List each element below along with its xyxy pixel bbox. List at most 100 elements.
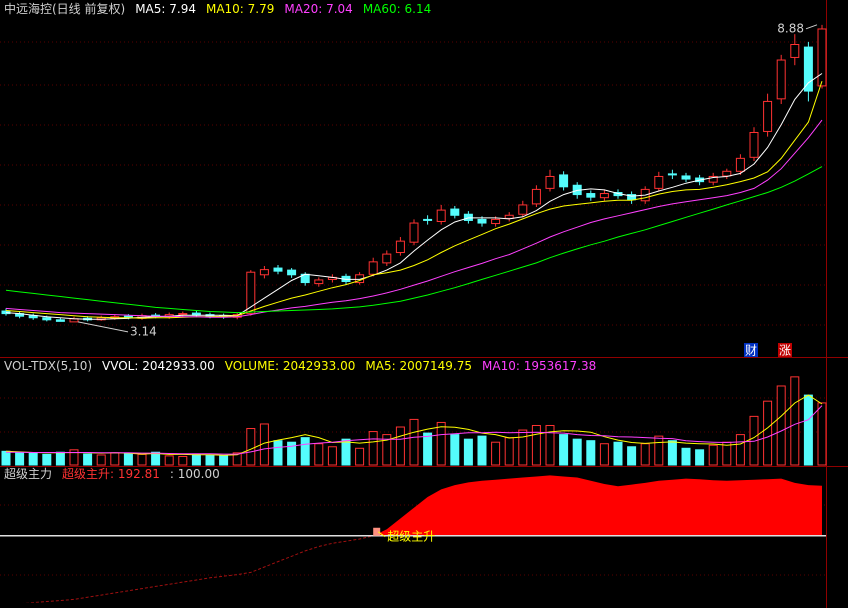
- volume-bar: [817, 402, 827, 466]
- volume-bar: [409, 418, 419, 466]
- low-label: 3.14: [130, 324, 157, 338]
- candle-body: [259, 269, 269, 276]
- ma-line: [5, 81, 823, 319]
- area-fill: [373, 475, 822, 536]
- candle-body: [518, 204, 528, 215]
- volume-bar: [1, 450, 11, 466]
- volume-bar: [708, 444, 718, 466]
- legend-entry: MA10: 1953617.38: [482, 359, 596, 373]
- volume-bar: [572, 438, 582, 466]
- candle-body: [491, 218, 501, 225]
- volume-bar: [96, 454, 106, 466]
- low-pointer: [77, 321, 129, 333]
- candle-body: [178, 313, 188, 316]
- volume-bar: [790, 376, 800, 466]
- volume-ma-line: [5, 394, 823, 456]
- signal-marker: [373, 527, 381, 536]
- candle-body: [450, 208, 460, 216]
- volume-bar: [545, 424, 555, 466]
- panel-title: VOL-TDX(5,10): [4, 359, 92, 373]
- volume-bar: [477, 435, 487, 466]
- high-pointer: [805, 24, 818, 30]
- candle-body: [423, 218, 433, 221]
- candle-body: [55, 319, 65, 322]
- volume-bar: [368, 431, 378, 466]
- legend: 中远海控(日线 前复权) MA5: 7.94 MA10: 7.79 MA20: 7.0…: [4, 1, 431, 16]
- volume-bar: [627, 446, 637, 466]
- volume-bar: [640, 443, 650, 466]
- candle-body: [314, 279, 324, 285]
- volume-bar: [164, 455, 174, 466]
- volume-bar: [735, 434, 745, 466]
- panel-title: 中远海控(日线 前复权): [4, 1, 125, 16]
- candle-body: [817, 28, 827, 87]
- candle-body: [382, 253, 392, 264]
- volume-bar: [232, 452, 242, 466]
- candle-body: [559, 174, 569, 188]
- badge: 涨: [779, 343, 791, 358]
- volume-bar: [219, 455, 229, 466]
- volume-bar: [681, 447, 691, 466]
- volume-bar: [287, 441, 297, 466]
- candle-body: [790, 44, 800, 58]
- candle-body: [681, 175, 691, 180]
- volume-bar: [137, 453, 147, 466]
- volume-bar: [205, 454, 215, 466]
- candle-body: [627, 194, 637, 201]
- candle-body: [667, 173, 677, 176]
- candle-body: [545, 175, 555, 189]
- ma-line: [5, 73, 823, 320]
- volume-bar: [763, 400, 773, 466]
- volume-bar: [151, 451, 161, 466]
- ma-line: [5, 119, 823, 318]
- volume-bar: [504, 437, 514, 466]
- volume-bar: [613, 441, 623, 466]
- candle-body: [368, 261, 378, 275]
- legend-entry: MA20: 7.04: [284, 2, 352, 16]
- panel-title: 超级主力: [4, 466, 52, 481]
- legend-entry: : 100.00: [170, 467, 220, 481]
- volume-bar: [69, 449, 79, 466]
- volume-bar: [300, 437, 310, 466]
- candle-body: [504, 214, 514, 219]
- volume-bar: [314, 443, 324, 466]
- candle-body: [749, 131, 759, 158]
- volume-bar: [776, 385, 786, 466]
- volume-bar: [15, 452, 25, 466]
- candle-body: [531, 188, 541, 205]
- volume-bar: [531, 424, 541, 466]
- candle-body: [395, 240, 405, 254]
- signal-pointer: [377, 531, 386, 538]
- candle-body: [287, 269, 297, 276]
- volume-bar: [695, 449, 705, 466]
- candle-body: [1, 310, 11, 315]
- legend-entry: 超级主升: 192.81: [62, 466, 160, 481]
- volume-bar: [395, 426, 405, 466]
- candle-body: [273, 267, 283, 272]
- ma-line: [5, 166, 823, 314]
- candle-body: [763, 100, 773, 132]
- legend-entry: MA5: 7.94: [135, 2, 196, 16]
- badge: 财: [745, 344, 757, 358]
- volume-bar: [55, 451, 65, 466]
- candle-body: [708, 175, 718, 183]
- volume-bar: [491, 441, 501, 466]
- below-line: [24, 535, 375, 603]
- volume-bar: [355, 447, 365, 466]
- candle-body: [409, 222, 419, 243]
- volume-bar: [246, 428, 256, 466]
- volume-bar: [382, 434, 392, 466]
- volume-bar: [178, 455, 188, 466]
- candle-body: [654, 175, 664, 189]
- volume-bar: [450, 434, 460, 466]
- candle-body: [436, 209, 446, 222]
- volume-bar: [463, 438, 473, 466]
- volume-bar: [327, 446, 337, 466]
- volume-bar: [42, 453, 52, 466]
- candle-body: [599, 193, 609, 199]
- legend-entry: MA60: 6.14: [363, 2, 431, 16]
- badge-box: [778, 343, 792, 357]
- legend-entry: VVOL: 2042933.00: [102, 359, 215, 373]
- volume-bar: [518, 429, 528, 466]
- badge-box: [744, 343, 758, 357]
